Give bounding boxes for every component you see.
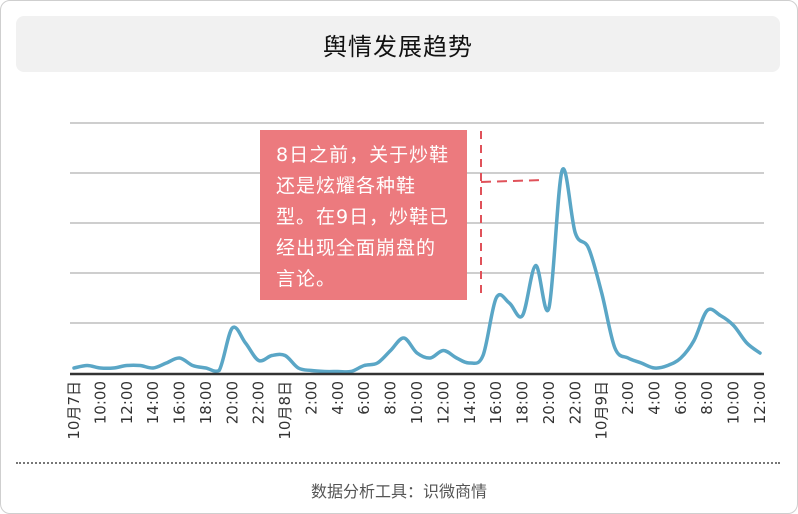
x-tick-label: 10月7日 — [65, 381, 83, 440]
x-tick-label: 12:00 — [751, 381, 769, 424]
x-tick-label: 10月9日 — [593, 381, 611, 440]
x-tick-label: 10月8日 — [276, 381, 294, 440]
x-tick-label: 16:00 — [171, 381, 189, 424]
x-tick-label: 8:00 — [698, 381, 716, 415]
x-tick-label: 10:00 — [725, 381, 743, 424]
x-tick-label: 14:00 — [461, 381, 479, 424]
x-tick-labels: 10月7日 10:00 12:00 14:00 16:00 18:00 20:00 22:00… — [65, 381, 769, 440]
x-tick-label: 4:00 — [646, 381, 664, 415]
series-line — [72, 167, 762, 374]
footer-divider — [16, 462, 780, 464]
x-tick-label: 10:00 — [408, 381, 426, 424]
x-tick-label: 10:00 — [91, 381, 109, 424]
x-tick-label: 16:00 — [487, 381, 505, 424]
x-tick-label: 12:00 — [118, 381, 136, 424]
x-tick-label: 12:00 — [434, 381, 452, 424]
x-tick-label: 22:00 — [250, 381, 268, 424]
x-tick-label: 2:00 — [303, 381, 321, 415]
source-text: 数据分析工具：识微商情 — [310, 482, 487, 501]
x-tick-label: 6:00 — [355, 381, 373, 415]
title-bar: 舆情发展趋势 — [16, 16, 780, 72]
x-tick-label: 2:00 — [619, 381, 637, 415]
x-tick-label: 18:00 — [197, 381, 215, 424]
x-tick-label: 14:00 — [144, 381, 162, 424]
x-tick-label: 20:00 — [540, 381, 558, 424]
annotation-marker — [480, 131, 544, 298]
x-tick-label: 8:00 — [382, 381, 400, 415]
x-tick-label: 18:00 — [514, 381, 532, 424]
annotation-box: 8日之前，关于炒鞋还是炫耀各种鞋型。在9日，炒鞋已经出现全面崩盘的言论。 — [260, 130, 467, 300]
x-tick-label: 22:00 — [566, 381, 584, 424]
chart-title: 舆情发展趋势 — [323, 32, 473, 61]
x-tick-label: 4:00 — [329, 381, 347, 415]
annotation-pointer-dash — [480, 179, 544, 183]
x-tick-label: 6:00 — [672, 381, 690, 415]
x-tick-label: 20:00 — [223, 381, 241, 424]
